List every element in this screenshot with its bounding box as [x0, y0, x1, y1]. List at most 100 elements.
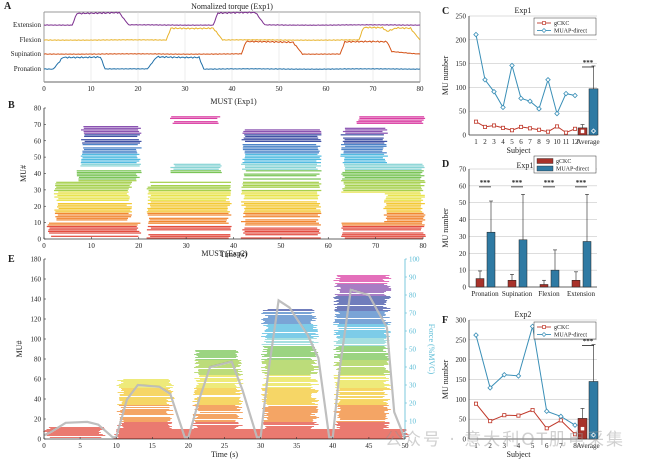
spike-train — [192, 401, 243, 402]
spike-train — [50, 428, 105, 429]
spike-train — [82, 144, 138, 146]
spike-train — [334, 309, 383, 310]
spike-train — [338, 331, 391, 332]
spike-train — [263, 424, 319, 425]
spike-train — [55, 188, 129, 190]
spike-train — [342, 232, 424, 234]
x-tick-label: 2 — [483, 138, 487, 146]
spike-train — [170, 171, 222, 174]
data-point — [473, 401, 478, 406]
spike-train — [387, 219, 426, 221]
data-point — [544, 426, 549, 431]
spike-train — [244, 175, 317, 177]
spike-train — [119, 400, 169, 401]
x-tick-label: 30 — [183, 242, 191, 250]
y-tick-label: 0 — [38, 436, 42, 444]
spike-train — [199, 402, 240, 403]
data-point — [473, 31, 479, 38]
x-tick-label: 10 — [88, 85, 96, 93]
spike-train — [55, 183, 132, 185]
spike-train — [194, 354, 237, 355]
spike-train — [56, 199, 129, 201]
average-marker — [580, 426, 585, 431]
y2-tick-label: 90 — [409, 274, 417, 282]
spike-train — [265, 426, 314, 427]
spike-train — [268, 327, 317, 328]
y-tick-label: 50 — [459, 199, 467, 207]
spike-train — [113, 438, 404, 439]
spike-train — [267, 348, 313, 349]
spike-train — [82, 150, 137, 152]
y-tick-label: 60 — [459, 182, 467, 190]
spike-train — [76, 175, 138, 177]
spike-train — [198, 371, 243, 372]
data-point — [530, 408, 535, 413]
x-tick-label: Extension — [567, 290, 595, 298]
spike-train — [196, 386, 237, 387]
spike-train — [150, 185, 231, 187]
spike-train — [344, 186, 422, 188]
spike-train — [194, 378, 240, 379]
spike-train — [384, 206, 421, 208]
spike-train — [262, 395, 312, 396]
spike-train — [334, 310, 391, 311]
spike-train — [334, 356, 389, 357]
spike-train — [344, 237, 423, 239]
spike-train — [262, 351, 311, 352]
spike-train — [243, 185, 320, 187]
spike-train — [123, 422, 173, 423]
spike-train — [339, 419, 386, 420]
x-tick-label: 10 — [88, 242, 96, 250]
spike-train — [263, 325, 318, 326]
spike-train — [339, 397, 383, 398]
data-point — [500, 104, 506, 111]
spike-train — [335, 314, 386, 315]
spike-train — [241, 201, 317, 203]
data-point — [519, 124, 524, 129]
average-marker — [580, 129, 585, 134]
spike-train — [340, 409, 391, 410]
spike-train — [337, 406, 384, 407]
spike-train — [339, 323, 388, 324]
spike-train — [344, 168, 422, 170]
spike-train — [343, 183, 421, 185]
spike-train — [341, 227, 422, 229]
spike-train — [338, 392, 385, 393]
spike-train — [340, 371, 391, 372]
x-axis-label: Time (s) — [220, 250, 247, 259]
spike-train — [341, 235, 426, 237]
y2-tick-label: 10 — [409, 418, 417, 426]
x-tick-label: 8 — [573, 442, 577, 450]
spike-train — [339, 389, 392, 390]
spike-train — [344, 127, 386, 129]
spike-train — [242, 183, 322, 185]
spike-train — [341, 148, 383, 151]
spike-train — [264, 331, 318, 332]
spike-train — [339, 281, 390, 282]
spike-train — [150, 235, 231, 237]
data-point — [536, 106, 542, 112]
spike-train — [383, 214, 426, 216]
spike-train — [244, 150, 320, 152]
y2-tick-label: 40 — [409, 364, 417, 372]
bar — [518, 239, 528, 288]
spike-train — [265, 381, 318, 382]
spike-train — [241, 189, 322, 192]
chart-title: MUST (Exp1) — [210, 97, 257, 106]
spike-train — [339, 290, 392, 291]
spike-train — [194, 367, 237, 368]
spike-train — [245, 166, 316, 169]
spike-train — [263, 411, 318, 412]
spike-train — [57, 194, 129, 197]
spike-train — [344, 158, 385, 161]
y-tick-label: 30 — [34, 186, 42, 194]
spike-train — [343, 150, 383, 152]
spike-train — [266, 398, 317, 399]
spike-train — [80, 155, 137, 157]
spike-train — [121, 402, 167, 403]
spike-train — [266, 402, 312, 403]
data-point — [572, 92, 578, 99]
spike-train — [76, 173, 137, 175]
y-axis-label: MU# — [15, 341, 24, 358]
spike-train — [54, 209, 131, 211]
